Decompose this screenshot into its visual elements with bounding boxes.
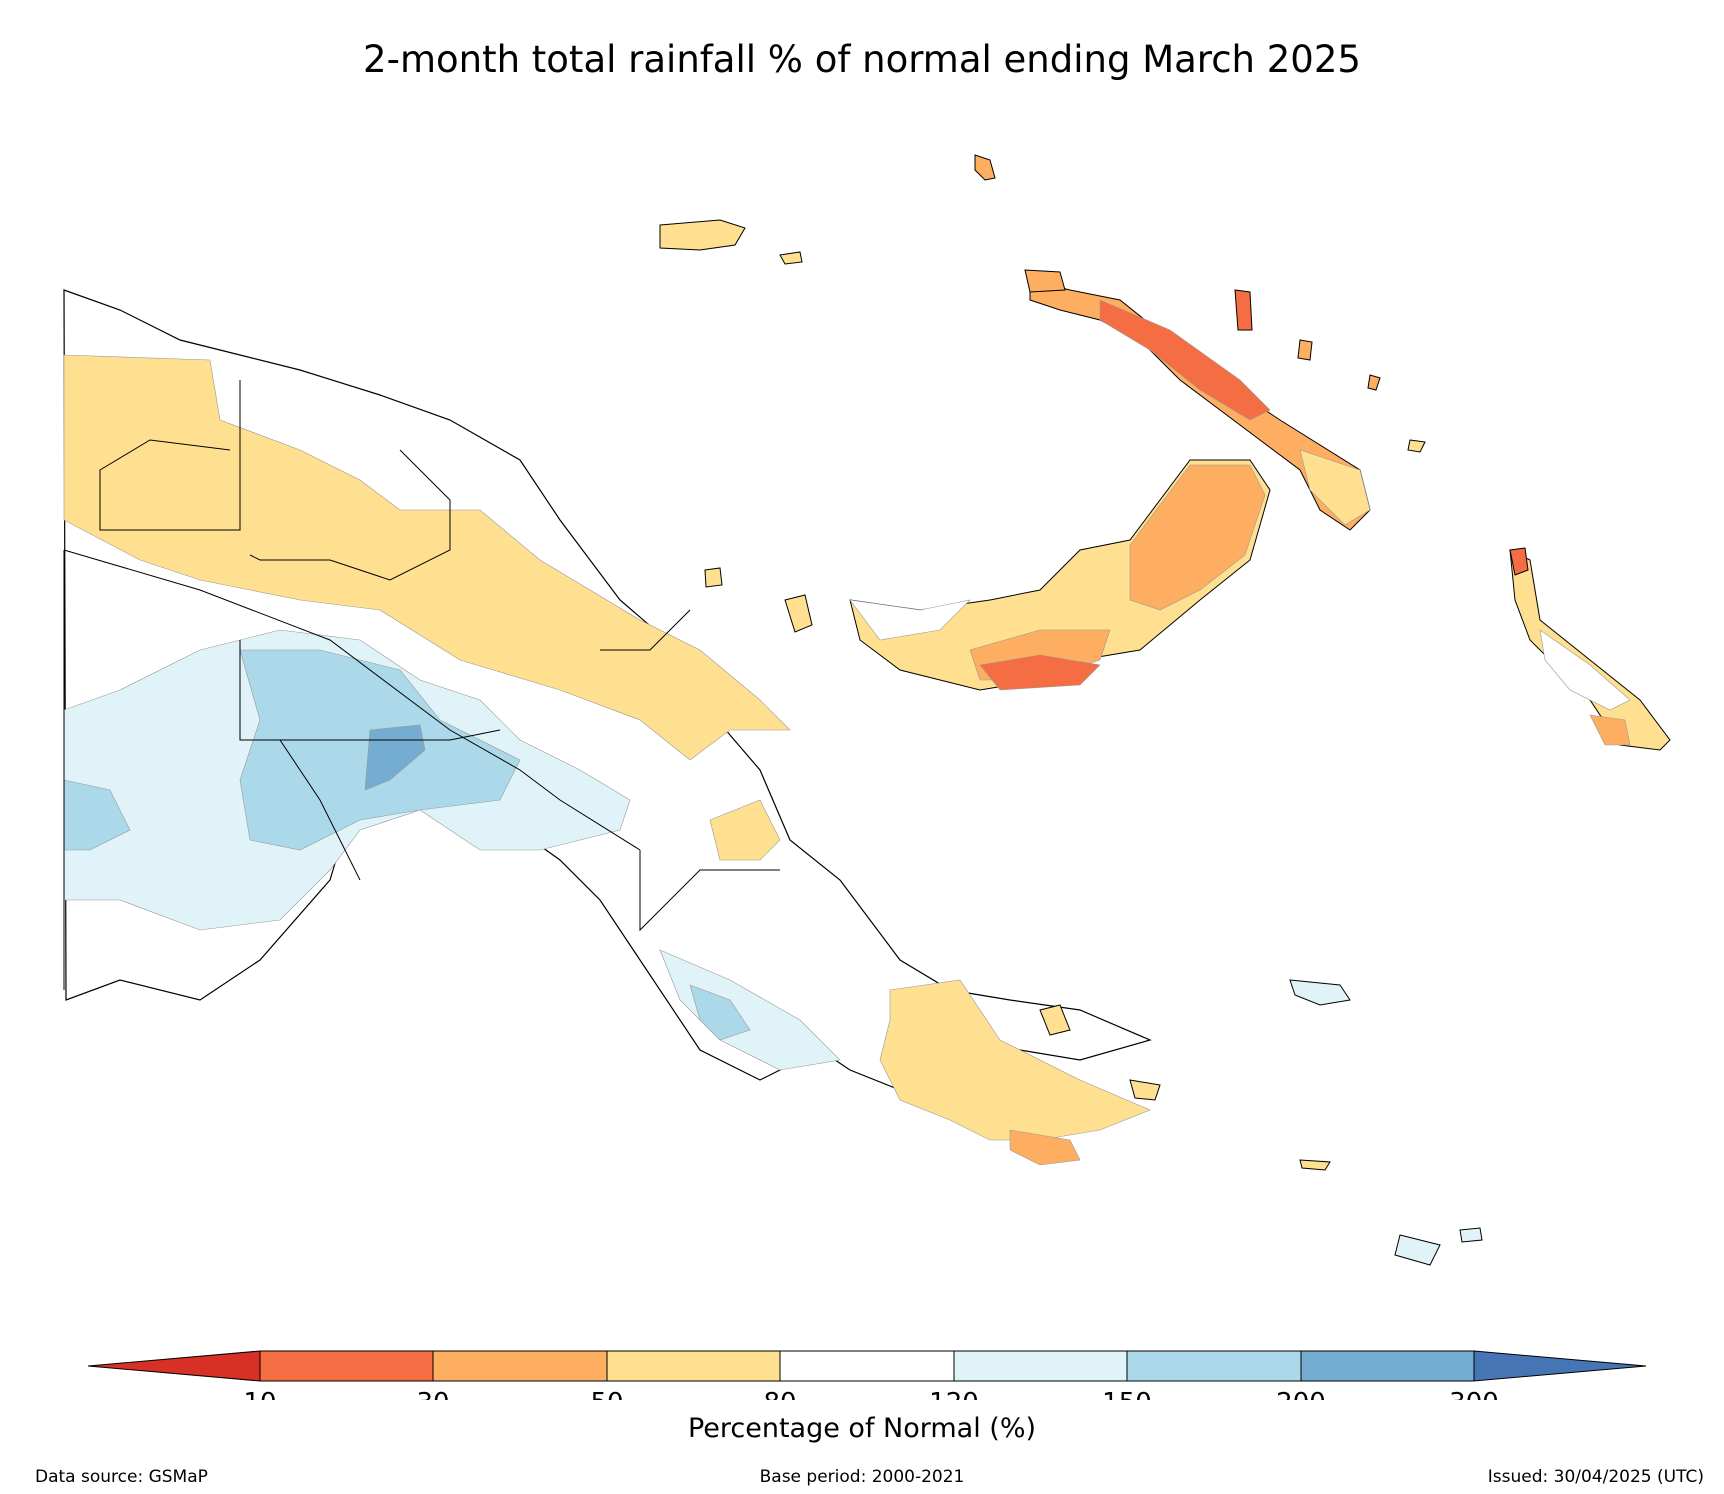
misima-island — [1299, 1159, 1331, 1171]
colorbar-ticks: 10 30 50 80 120 150 200 300 — [243, 1388, 1498, 1400]
data-source: Data source: GSMaP — [35, 1467, 208, 1487]
province-borders — [63, 380, 780, 990]
manus-east-islet — [779, 251, 803, 265]
colorbar-150-200 — [1126, 1350, 1302, 1382]
karkar-island — [704, 567, 723, 588]
new-ireland-10-30 — [1099, 299, 1271, 421]
manus-island — [659, 219, 746, 251]
tick-80: 80 — [763, 1388, 796, 1400]
tick-300: 300 — [1449, 1388, 1499, 1400]
new-britain-white — [849, 599, 971, 641]
tabar-island — [1297, 339, 1313, 361]
normanby-island — [1129, 1079, 1161, 1101]
colorbar: 10 30 50 80 120 150 200 300 — [87, 1350, 1647, 1400]
bougainville-outline — [1509, 549, 1671, 751]
region-150-200-southeast — [689, 984, 751, 1041]
region-50-80-east — [709, 799, 781, 861]
colorbar-10-30 — [259, 1350, 434, 1382]
issued-date: Issued: 30/04/2025 (UTC) — [1487, 1467, 1704, 1487]
map-title: 2-month total rainfall % of normal endin… — [363, 38, 1361, 81]
mainland-new-guinea — [63, 289, 1152, 1166]
region-50-80-north — [63, 354, 791, 761]
new-ireland-50-80 — [1299, 449, 1371, 526]
colorbar-120-150 — [953, 1350, 1128, 1382]
dentrecasteaux-island — [1039, 1004, 1071, 1036]
tick-150: 150 — [1102, 1388, 1152, 1400]
northern-islet — [974, 154, 996, 181]
lihir-island — [1367, 374, 1381, 391]
rainfall-map — [63, 154, 1671, 1266]
new-hanover-island — [1024, 269, 1066, 293]
colorbar-above-300 — [1473, 1350, 1647, 1382]
colorbar-below-10 — [87, 1350, 261, 1382]
new-ireland — [1029, 279, 1371, 531]
rossel-island — [1459, 1227, 1483, 1243]
tick-120: 120 — [929, 1388, 979, 1400]
tick-200: 200 — [1276, 1388, 1326, 1400]
new-britain-30-50 — [1129, 464, 1266, 611]
new-britain-10-30 — [979, 654, 1101, 691]
colorbar-label: Percentage of Normal (%) — [687, 1413, 1037, 1444]
long-island — [784, 594, 813, 633]
colorbar-30-50 — [432, 1350, 608, 1382]
colorbar-50-80 — [606, 1350, 781, 1382]
trobriand-island — [1289, 979, 1351, 1006]
louisiade-island — [1394, 1234, 1441, 1266]
tanga-island — [1407, 439, 1426, 453]
tick-30: 30 — [416, 1388, 449, 1400]
buka-island — [1509, 547, 1529, 576]
colorbar-80-120 — [779, 1350, 955, 1382]
region-200-300 — [364, 724, 426, 791]
bougainville-30-50 — [1589, 714, 1631, 746]
base-period: Base period: 2000-2021 — [759, 1467, 965, 1487]
region-120-150-southeast — [659, 949, 841, 1071]
new-britain — [849, 459, 1271, 691]
bougainville — [1509, 547, 1671, 751]
tick-50: 50 — [590, 1388, 623, 1400]
st-matthias-island — [1234, 289, 1253, 331]
colorbar-200-300 — [1300, 1350, 1475, 1382]
region-30-50-tail — [1009, 1129, 1081, 1166]
bougainville-white — [1539, 629, 1631, 711]
tick-10: 10 — [243, 1388, 276, 1400]
